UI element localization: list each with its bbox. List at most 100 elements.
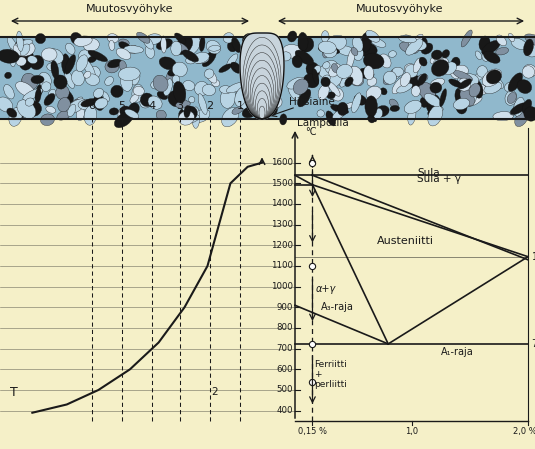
Ellipse shape (268, 80, 275, 95)
Ellipse shape (361, 33, 371, 52)
Ellipse shape (388, 51, 396, 57)
Ellipse shape (180, 98, 189, 112)
Ellipse shape (47, 49, 64, 64)
Ellipse shape (351, 93, 361, 113)
Ellipse shape (86, 74, 100, 85)
Ellipse shape (419, 57, 427, 66)
Ellipse shape (457, 78, 471, 91)
Ellipse shape (16, 82, 35, 97)
Ellipse shape (347, 48, 355, 69)
Ellipse shape (205, 70, 217, 83)
Ellipse shape (505, 82, 516, 92)
Ellipse shape (22, 73, 37, 90)
Ellipse shape (408, 106, 416, 125)
Ellipse shape (157, 92, 167, 100)
Ellipse shape (334, 69, 343, 79)
Ellipse shape (161, 36, 166, 53)
Ellipse shape (153, 75, 168, 92)
Text: 1000: 1000 (271, 282, 293, 291)
Ellipse shape (349, 66, 363, 85)
Ellipse shape (78, 99, 97, 110)
Ellipse shape (20, 44, 30, 56)
Ellipse shape (202, 51, 216, 67)
Ellipse shape (71, 97, 83, 110)
Ellipse shape (0, 49, 19, 63)
Text: 1,0: 1,0 (405, 427, 418, 436)
Ellipse shape (242, 107, 256, 118)
Ellipse shape (179, 106, 197, 122)
Ellipse shape (168, 91, 183, 107)
Ellipse shape (367, 77, 377, 86)
Ellipse shape (103, 92, 109, 101)
Ellipse shape (326, 92, 335, 99)
Text: 600: 600 (277, 365, 293, 374)
Ellipse shape (46, 106, 56, 113)
Text: 1100: 1100 (271, 261, 293, 270)
Ellipse shape (333, 76, 346, 86)
Ellipse shape (392, 67, 403, 76)
Ellipse shape (318, 41, 336, 53)
Ellipse shape (14, 107, 26, 118)
Ellipse shape (482, 51, 490, 62)
Ellipse shape (406, 39, 423, 55)
Ellipse shape (151, 83, 158, 88)
Text: A₃-raja: A₃-raja (320, 302, 354, 313)
Ellipse shape (128, 103, 139, 115)
Ellipse shape (402, 35, 410, 41)
Ellipse shape (74, 36, 92, 46)
Ellipse shape (389, 99, 398, 108)
Ellipse shape (298, 36, 314, 52)
Ellipse shape (354, 95, 366, 105)
Ellipse shape (9, 107, 22, 126)
Ellipse shape (57, 110, 72, 120)
Ellipse shape (16, 57, 26, 66)
Ellipse shape (232, 107, 243, 114)
Ellipse shape (84, 71, 91, 78)
Ellipse shape (236, 84, 250, 97)
Ellipse shape (202, 84, 216, 96)
Ellipse shape (95, 98, 108, 109)
Text: 1300: 1300 (271, 220, 293, 229)
Text: 5: 5 (118, 101, 126, 111)
Ellipse shape (295, 50, 314, 65)
Ellipse shape (182, 50, 198, 62)
Ellipse shape (207, 40, 221, 54)
Ellipse shape (413, 58, 422, 73)
Ellipse shape (119, 39, 129, 46)
Ellipse shape (130, 94, 139, 103)
Ellipse shape (409, 40, 427, 51)
Ellipse shape (491, 77, 503, 88)
Ellipse shape (209, 45, 220, 51)
Ellipse shape (270, 96, 282, 108)
Ellipse shape (526, 44, 535, 57)
Bar (0, 37, 535, 119)
Ellipse shape (496, 35, 507, 46)
Ellipse shape (400, 73, 410, 87)
Ellipse shape (221, 108, 239, 127)
Ellipse shape (109, 40, 114, 51)
Ellipse shape (456, 100, 467, 114)
Ellipse shape (363, 67, 372, 77)
Ellipse shape (200, 36, 205, 52)
Ellipse shape (118, 67, 140, 81)
Ellipse shape (505, 91, 517, 106)
Ellipse shape (281, 52, 291, 61)
Ellipse shape (16, 40, 30, 53)
Ellipse shape (184, 114, 200, 123)
Ellipse shape (337, 64, 353, 79)
Text: 1600: 1600 (271, 158, 293, 167)
Ellipse shape (325, 60, 338, 74)
Ellipse shape (287, 77, 305, 89)
Text: α+γ: α+γ (316, 284, 336, 294)
Ellipse shape (328, 82, 340, 96)
Ellipse shape (168, 67, 181, 76)
Ellipse shape (525, 34, 535, 46)
Ellipse shape (94, 88, 104, 98)
Ellipse shape (264, 100, 279, 111)
Ellipse shape (431, 60, 449, 76)
Ellipse shape (484, 82, 502, 94)
Ellipse shape (318, 84, 329, 100)
Ellipse shape (321, 77, 330, 87)
Ellipse shape (450, 65, 468, 79)
Ellipse shape (83, 38, 100, 51)
